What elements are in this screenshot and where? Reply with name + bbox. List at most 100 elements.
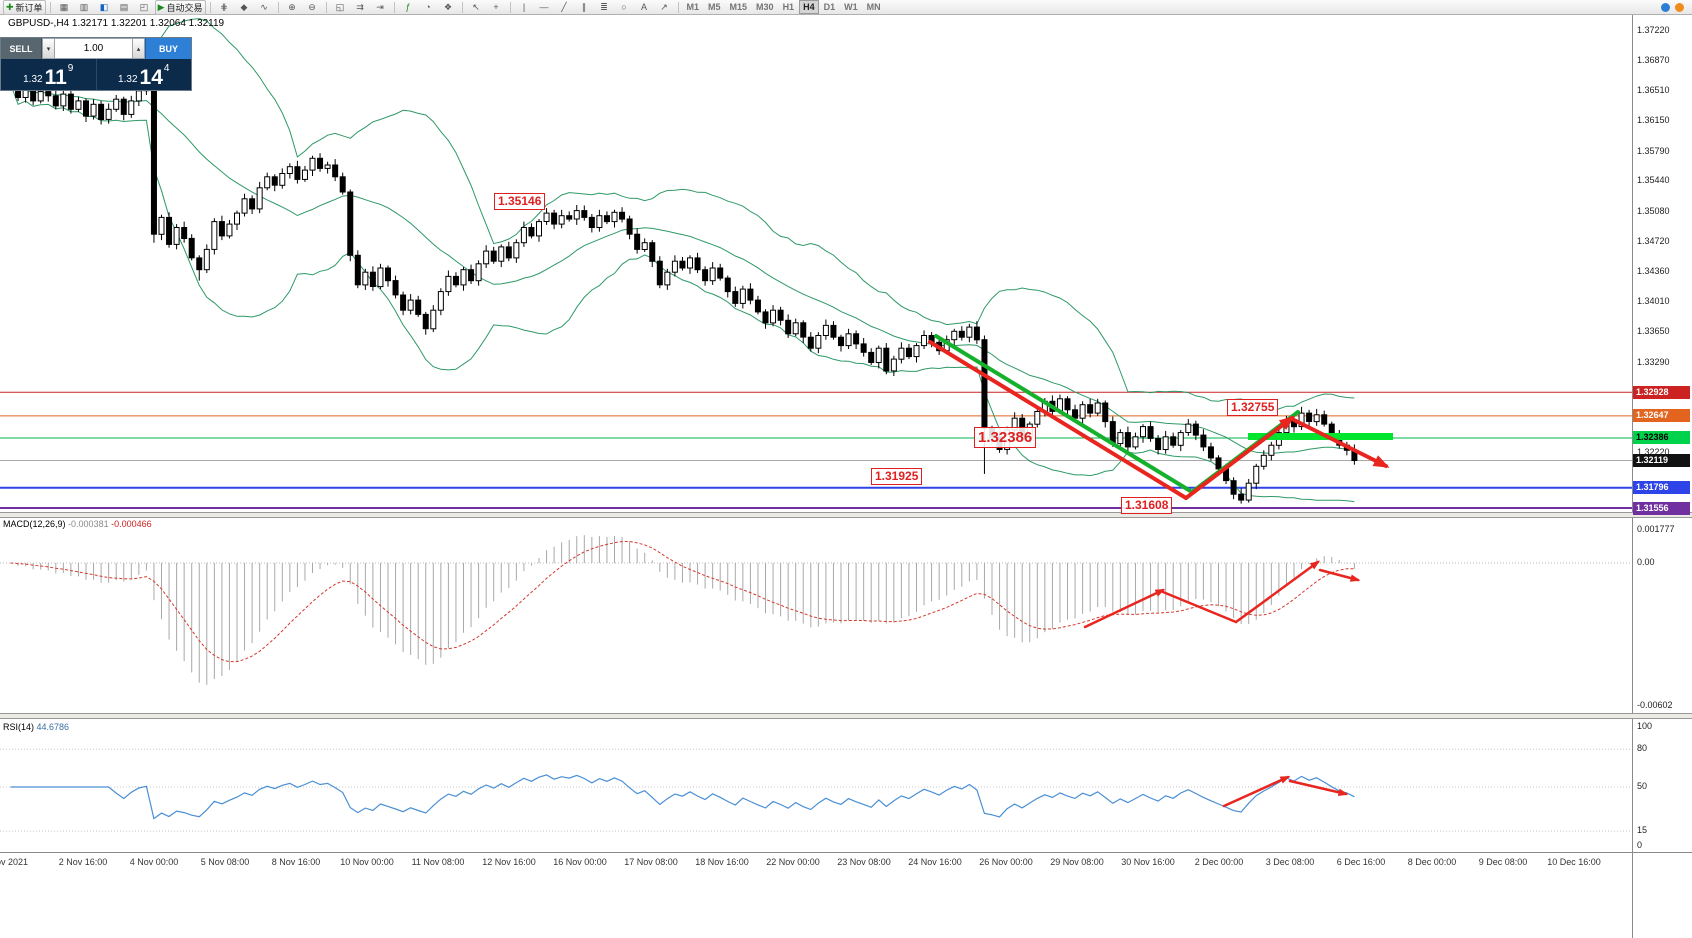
- timeframe-m5-button[interactable]: M5: [708, 2, 721, 12]
- cursor-icon-glyph: ↖: [472, 1, 480, 12]
- timeframe-m1-button[interactable]: M1: [686, 2, 700, 12]
- fibonacci-icon[interactable]: ≣: [595, 0, 614, 15]
- arrow-tool-icon-glyph: ↗: [660, 1, 668, 12]
- trade-prices-row: 1.32 11 9 1.32 14 4: [1, 59, 191, 90]
- text-icon[interactable]: A: [635, 0, 654, 15]
- candlesticks: [7, 75, 1358, 504]
- auto-scroll-icon-glyph: ⇉: [356, 1, 364, 12]
- buy-price-pipette: 4: [163, 63, 170, 74]
- new-order-button[interactable]: ✚ 新订单: [3, 0, 46, 15]
- tile-windows-icon[interactable]: ◱: [331, 0, 350, 15]
- new-order-glyph: ✚: [6, 1, 14, 12]
- lot-increase-button[interactable]: ▴: [132, 38, 145, 59]
- lot-decrease-button[interactable]: ▾: [42, 38, 55, 59]
- chart-shift-icon-glyph: ⇥: [376, 1, 384, 12]
- profiles-icon[interactable]: ▥: [75, 0, 94, 15]
- toolbar-separator: [209, 1, 211, 13]
- sell-price-pips: 11: [44, 66, 67, 90]
- crosshair-icon[interactable]: +: [487, 0, 506, 15]
- shapes-icon-glyph: ○: [621, 1, 627, 12]
- toolbar-separator: [393, 1, 395, 13]
- horizontal-line-icon[interactable]: —: [535, 0, 554, 15]
- macd-value-main: -0.000381: [68, 519, 109, 529]
- zoom-out-icon[interactable]: ⊖: [303, 0, 322, 15]
- timeframe-h1-button[interactable]: H1: [782, 2, 795, 12]
- alerts-status-icon[interactable]: [1675, 2, 1684, 12]
- sell-button[interactable]: SELL: [1, 38, 42, 59]
- bar-chart-icon[interactable]: ⋕: [215, 0, 234, 15]
- buy-button[interactable]: BUY: [145, 38, 191, 59]
- periods-icon[interactable]: ◔: [419, 0, 438, 15]
- bar-chart-icon-glyph: ⋕: [220, 1, 228, 12]
- horizontal-levels[interactable]: [0, 391, 1632, 509]
- indicators-icon[interactable]: ƒ: [399, 0, 418, 15]
- navigator-icon-glyph: ◰: [139, 1, 149, 12]
- toolbar-separator: [49, 1, 51, 13]
- timeframe-w1-button[interactable]: W1: [844, 2, 858, 12]
- rsi-indicator-label: RSI(14) 44.6786: [3, 722, 69, 732]
- navigator-icon[interactable]: ◰: [135, 0, 154, 15]
- data-window-icon[interactable]: ▤: [115, 0, 134, 15]
- toolbar-separator: [325, 1, 327, 13]
- time-axis-border: [0, 852, 1692, 853]
- trend-arrows-rsi[interactable]: [1222, 775, 1349, 808]
- toolbar-right-icons: [1661, 2, 1689, 12]
- macd-signal-line: [10, 541, 1355, 663]
- shapes-icon[interactable]: ○: [615, 0, 634, 15]
- main-price-panel[interactable]: [0, 18, 1632, 509]
- profiles-icon-glyph: ▥: [79, 1, 89, 12]
- buy-price-display[interactable]: 1.32 14 4: [95, 59, 191, 90]
- cursor-icon[interactable]: ↖: [467, 0, 486, 15]
- line-chart-icon[interactable]: ∿: [255, 0, 274, 15]
- sell-price-pipette: 9: [67, 63, 74, 74]
- timeframe-m15-button[interactable]: M15: [729, 2, 748, 12]
- macd-name: MACD(12,26,9): [3, 519, 66, 529]
- zoom-in-icon[interactable]: ⊕: [283, 0, 302, 15]
- channel-icon[interactable]: ∥: [575, 0, 594, 15]
- trendline-icon[interactable]: ╱: [555, 0, 574, 15]
- trend-arrows-main[interactable]: [928, 334, 1390, 500]
- tile-windows-icon-glyph: ◱: [335, 1, 345, 12]
- sell-price-display[interactable]: 1.32 11 9: [1, 59, 96, 90]
- panel-splitter-rsi[interactable]: [0, 713, 1692, 719]
- trend-arrows-macd[interactable]: [1083, 560, 1361, 629]
- chart-shift-icon[interactable]: ⇥: [371, 0, 390, 15]
- candlestick-icon[interactable]: ◆: [235, 0, 254, 15]
- data-window-icon-glyph: ▤: [119, 1, 129, 12]
- macd-panel[interactable]: [0, 535, 1632, 685]
- toolbar-separator: [461, 1, 463, 13]
- toolbar-separator: [509, 1, 511, 13]
- auto-scroll-icon[interactable]: ⇉: [351, 0, 370, 15]
- rsi-name: RSI(14): [3, 722, 35, 732]
- channel-icon-glyph: ∥: [581, 1, 587, 12]
- panel-splitter-macd[interactable]: [0, 512, 1692, 518]
- ohlc-text: GBPUSD-,H4 1.32171 1.32201 1.32064 1.321…: [8, 18, 225, 29]
- rsi-line: [10, 774, 1355, 820]
- vertical-line-icon[interactable]: |: [515, 0, 534, 15]
- lot-size-input[interactable]: 1.00: [55, 38, 132, 59]
- arrow-tool-icon[interactable]: ↗: [655, 0, 674, 15]
- timeframe-d1-button[interactable]: D1: [823, 2, 836, 12]
- community-status-icon[interactable]: [1661, 2, 1670, 12]
- rsi-panel[interactable]: [0, 748, 1632, 832]
- main-toolbar: ✚ 新订单 ▦ ▥ ◧ ▤ ◰ ▶ 自动交易 ⋕ ◆ ∿ ⊕ ⊖ ◱ ⇉ ⇥ ƒ ◔ ❖ ↖ + | — ╱ ∥ ≣ ○ A ↗ M1 M5 M…: [0, 0, 1692, 15]
- templates-icon-glyph: ❖: [443, 1, 453, 12]
- rsi-value: 44.6786: [36, 722, 70, 732]
- green-range-bar[interactable]: [1248, 433, 1393, 440]
- timeframe-h4-button[interactable]: H4: [799, 0, 819, 14]
- charts-grid-icon-glyph: ▦: [59, 1, 69, 12]
- timeframe-mn-button[interactable]: MN: [866, 2, 881, 12]
- candlestick-icon-glyph: ◆: [240, 1, 248, 12]
- horizontal-line-icon-glyph: —: [539, 1, 549, 12]
- sell-price-base: 1.32: [23, 74, 43, 85]
- new-order-button-label: 新订单: [15, 2, 43, 13]
- market-watch-icon[interactable]: ◧: [95, 0, 114, 15]
- symbol-ohlc-header: GBPUSD-,H4 1.32171 1.32201 1.32064 1.321…: [8, 18, 224, 29]
- charts-grid-icon[interactable]: ▦: [55, 0, 74, 15]
- auto-trading-button[interactable]: ▶ 自动交易: [154, 0, 206, 15]
- templates-icon[interactable]: ❖: [439, 0, 458, 15]
- indicators-icon-glyph: ƒ: [405, 1, 411, 12]
- timeframe-m30-button[interactable]: M30: [756, 2, 774, 12]
